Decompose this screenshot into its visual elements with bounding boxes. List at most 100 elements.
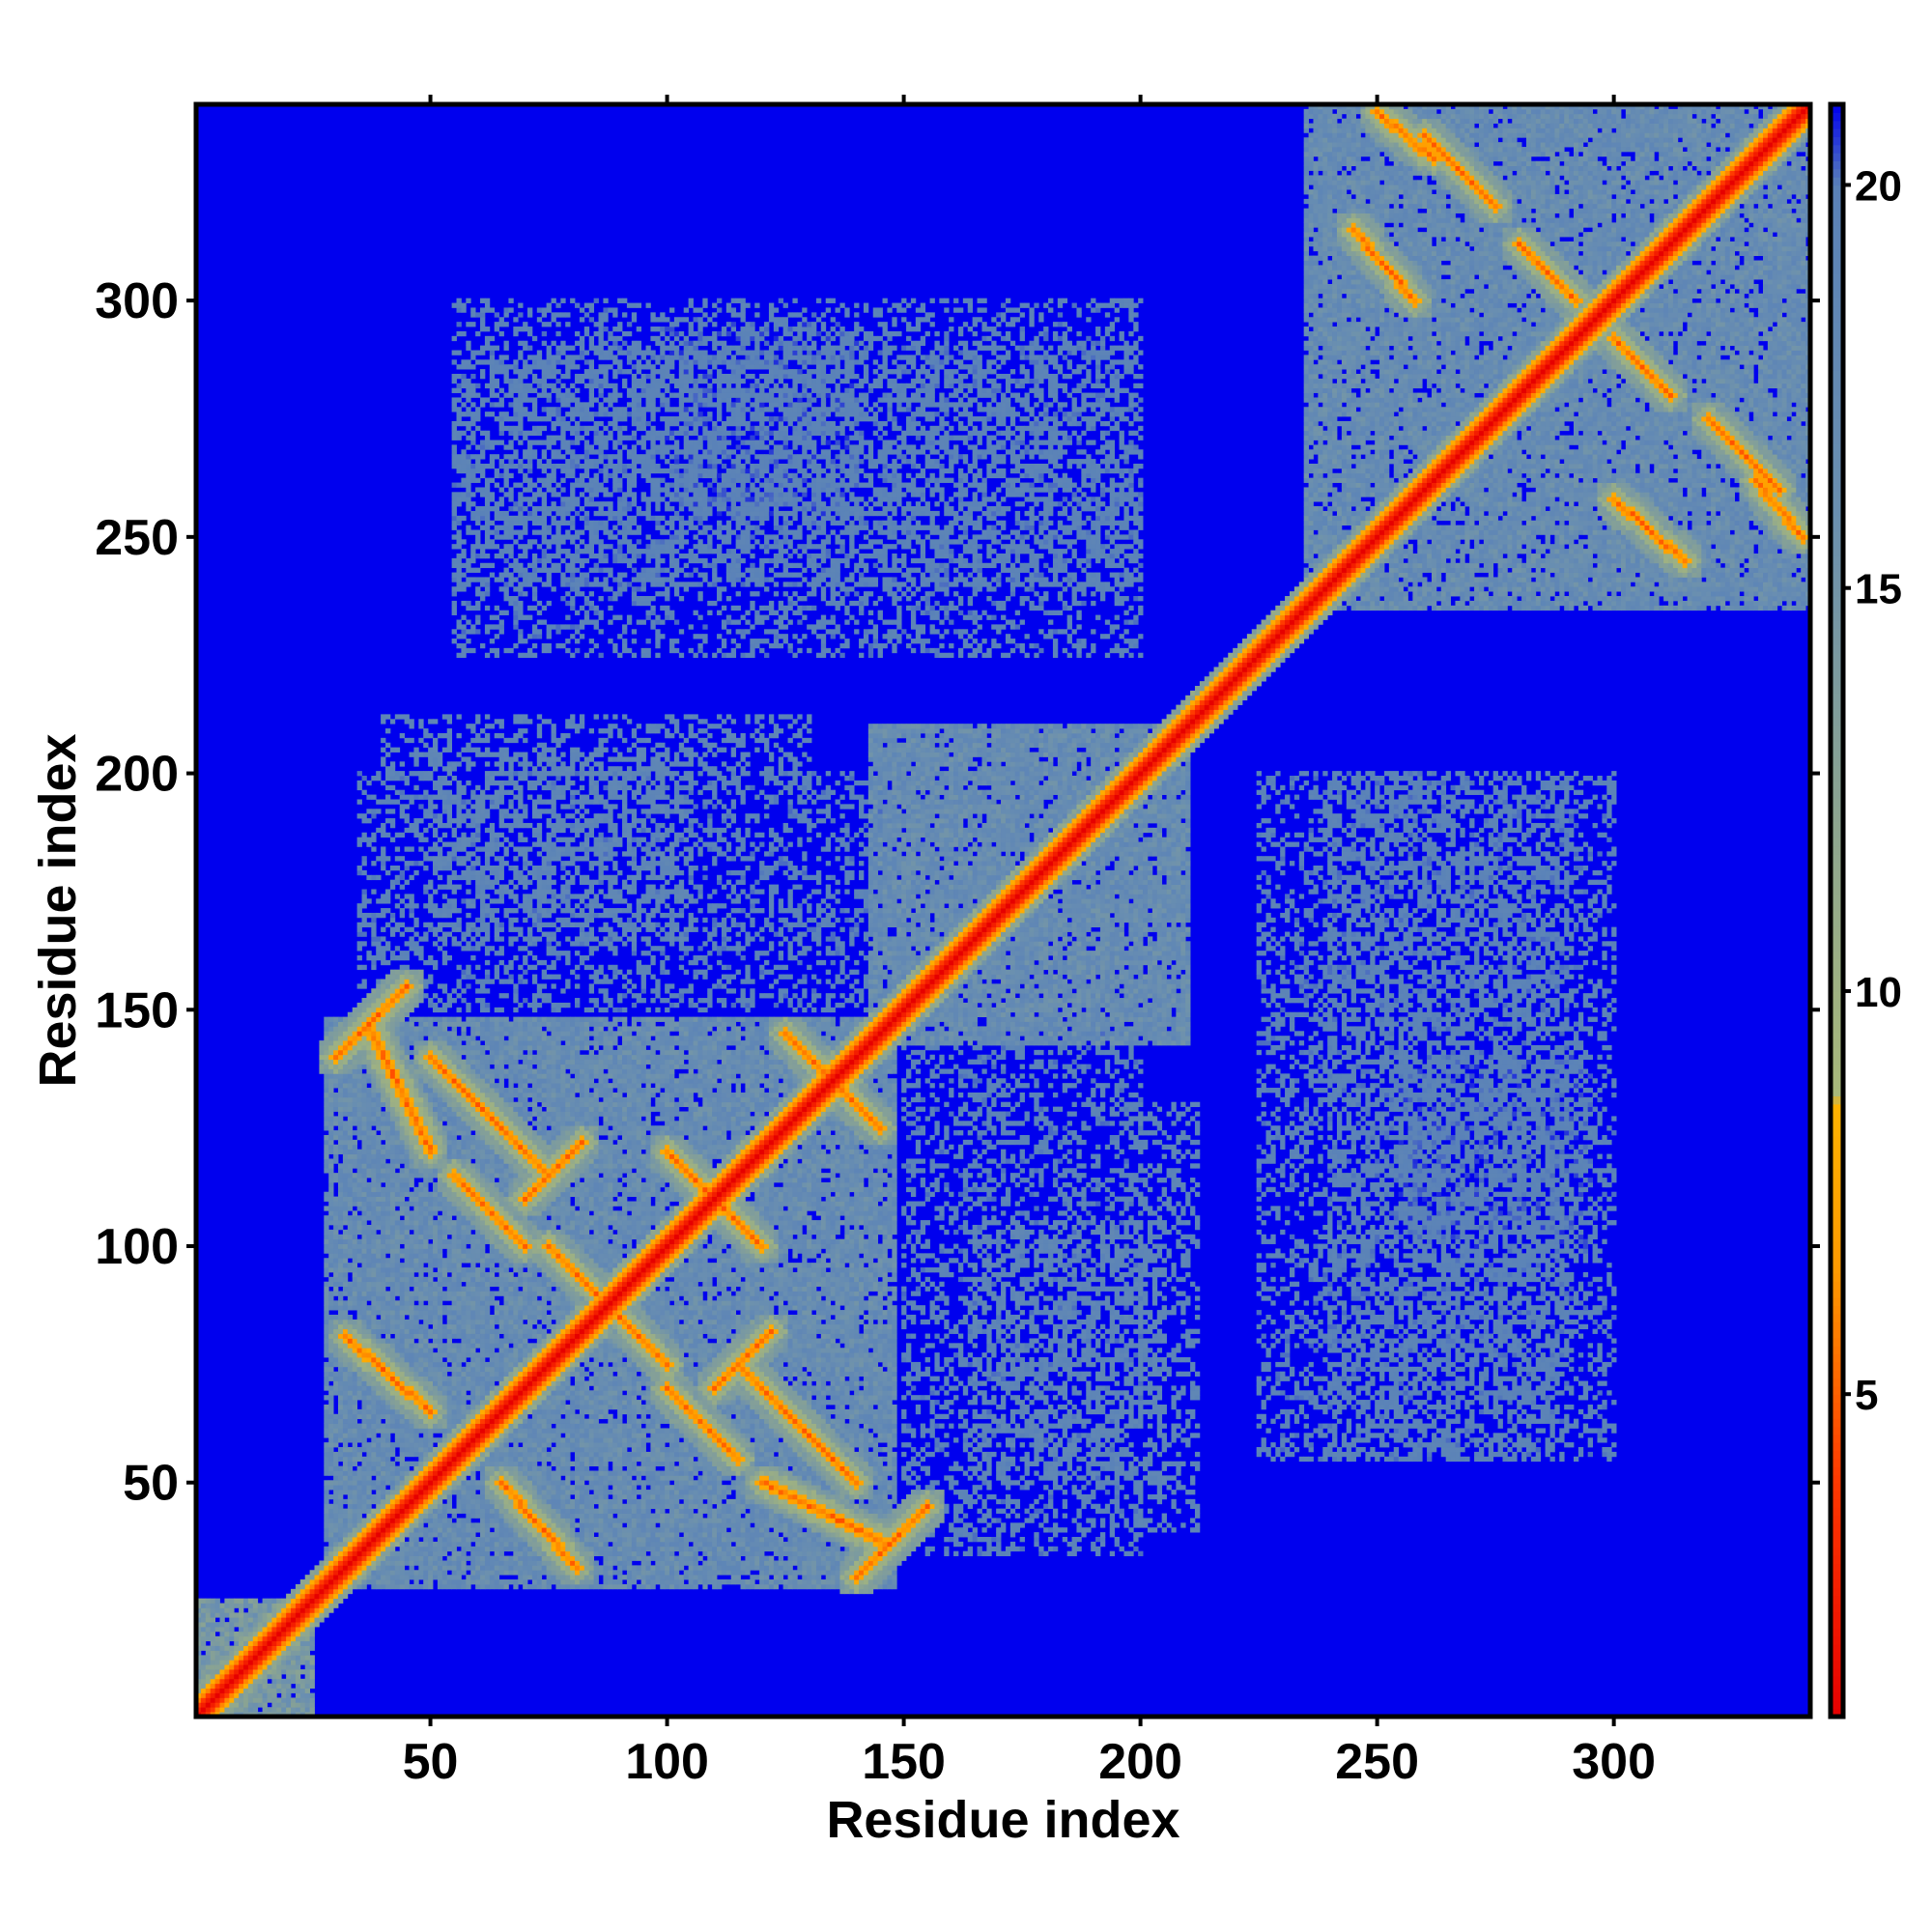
heatmap-cell bbox=[286, 1702, 291, 1707]
heatmap-cell bbox=[665, 1475, 669, 1480]
heatmap-cell bbox=[319, 1570, 324, 1575]
heatmap-cell bbox=[296, 1599, 300, 1604]
heatmap-cell bbox=[466, 1584, 470, 1589]
heatmap-cell bbox=[428, 1551, 433, 1556]
heatmap-cell bbox=[584, 1475, 589, 1480]
heatmap-cell bbox=[759, 1499, 764, 1504]
heatmap-cell bbox=[906, 1509, 911, 1514]
heatmap-cell bbox=[220, 1627, 225, 1632]
heatmap-cell bbox=[632, 1457, 637, 1462]
heatmap-cell bbox=[428, 1518, 433, 1522]
heatmap-cell bbox=[291, 1617, 296, 1622]
heatmap-cell bbox=[1034, 1542, 1038, 1547]
heatmap-cell bbox=[1322, 1452, 1327, 1457]
heatmap-cell bbox=[1048, 1504, 1053, 1509]
heatmap-cell bbox=[291, 1589, 296, 1594]
heatmap-cell bbox=[836, 1565, 840, 1570]
heatmap-cell bbox=[1275, 1452, 1280, 1457]
heatmap-cell bbox=[495, 1575, 499, 1579]
heatmap-cell bbox=[821, 1537, 826, 1542]
heatmap-cell bbox=[759, 1560, 764, 1565]
heatmap-cell bbox=[774, 1579, 779, 1584]
heatmap-cell bbox=[1091, 1522, 1095, 1527]
heatmap-cell bbox=[1365, 1452, 1370, 1457]
heatmap-cell bbox=[362, 1537, 367, 1542]
heatmap-cell bbox=[286, 1707, 291, 1712]
heatmap-cell bbox=[333, 1604, 338, 1608]
heatmap-cell bbox=[1123, 1475, 1128, 1480]
heatmap-cell bbox=[741, 1522, 746, 1527]
heatmap-cell bbox=[343, 1575, 348, 1579]
heatmap-cell bbox=[679, 1480, 684, 1485]
heatmap-cell bbox=[1451, 1452, 1456, 1457]
heatmap-cell bbox=[632, 1542, 637, 1547]
heatmap-cell bbox=[300, 1632, 305, 1636]
heatmap-cell bbox=[712, 1527, 717, 1532]
heatmap-cell bbox=[816, 1470, 821, 1475]
heatmap-cell bbox=[333, 1514, 338, 1519]
heatmap-cell bbox=[428, 1527, 433, 1532]
heatmap-cell bbox=[792, 1547, 797, 1551]
heatmap-cell bbox=[423, 1556, 428, 1561]
heatmap-cell bbox=[395, 1480, 400, 1485]
heatmap-cell bbox=[697, 1462, 702, 1466]
heatmap-cell bbox=[560, 1579, 565, 1584]
heatmap-cell bbox=[239, 1632, 243, 1636]
heatmap-cell bbox=[570, 1584, 575, 1589]
heatmap-cell bbox=[418, 1532, 423, 1537]
heatmap-cell bbox=[637, 1547, 641, 1551]
heatmap-cell bbox=[849, 1560, 854, 1565]
heatmap-cell bbox=[1332, 1457, 1337, 1462]
heatmap-cell bbox=[896, 1560, 901, 1565]
heatmap-cell bbox=[542, 1579, 547, 1584]
heatmap-cell bbox=[702, 1466, 707, 1471]
heatmap-cell bbox=[736, 1522, 741, 1527]
heatmap-cell bbox=[560, 1504, 565, 1509]
heatmap-cell bbox=[1128, 1466, 1133, 1471]
heatmap-cell bbox=[499, 1560, 504, 1565]
heatmap-cell bbox=[741, 1584, 746, 1589]
heatmap-cell bbox=[684, 1447, 689, 1452]
heatmap-cell bbox=[555, 1490, 560, 1494]
heatmap-cell bbox=[470, 1457, 475, 1462]
heatmap-cell bbox=[1058, 1457, 1063, 1462]
heatmap-cell bbox=[873, 1470, 878, 1475]
heatmap-cell bbox=[447, 1542, 452, 1547]
heatmap-cell bbox=[953, 1527, 958, 1532]
heatmap-cell bbox=[480, 1527, 485, 1532]
heatmap-cell bbox=[978, 1537, 982, 1542]
heatmap-cell bbox=[1038, 1551, 1043, 1556]
heatmap-cell bbox=[475, 1457, 480, 1462]
heatmap-cell bbox=[575, 1570, 580, 1575]
heatmap-cell bbox=[438, 1579, 442, 1584]
heatmap-cell bbox=[783, 1565, 788, 1570]
heatmap-cell bbox=[779, 1475, 783, 1480]
heatmap-cell bbox=[248, 1646, 253, 1651]
heatmap-cell bbox=[697, 1537, 702, 1542]
heatmap-cell bbox=[413, 1575, 418, 1579]
heatmap-cell bbox=[887, 1556, 892, 1561]
heatmap-cell bbox=[518, 1480, 523, 1485]
heatmap-cell bbox=[542, 1504, 547, 1509]
heatmap-cell bbox=[508, 1494, 513, 1499]
heatmap-cell bbox=[457, 1462, 462, 1466]
heatmap-cell bbox=[868, 1514, 873, 1519]
heatmap-cell bbox=[410, 1462, 414, 1466]
heatmap-cell bbox=[518, 1514, 523, 1519]
heatmap-cell bbox=[343, 1457, 348, 1462]
heatmap-cell bbox=[873, 1514, 878, 1519]
heatmap-cell bbox=[864, 1589, 868, 1594]
heatmap-cell bbox=[1043, 1514, 1048, 1519]
heatmap-cell bbox=[333, 1504, 338, 1509]
heatmap-cell bbox=[873, 1499, 878, 1504]
heatmap-cell bbox=[1053, 1452, 1058, 1457]
heatmap-cell bbox=[371, 1518, 376, 1522]
heatmap-cell bbox=[612, 1466, 617, 1471]
heatmap-cell bbox=[689, 1475, 694, 1480]
heatmap-cell bbox=[864, 1527, 868, 1532]
heatmap-cell bbox=[883, 1466, 888, 1471]
heatmap-cell bbox=[839, 1457, 844, 1462]
heatmap-cell bbox=[461, 1547, 466, 1551]
heatmap-cell bbox=[371, 1542, 376, 1547]
heatmap-cell bbox=[1133, 1532, 1138, 1537]
